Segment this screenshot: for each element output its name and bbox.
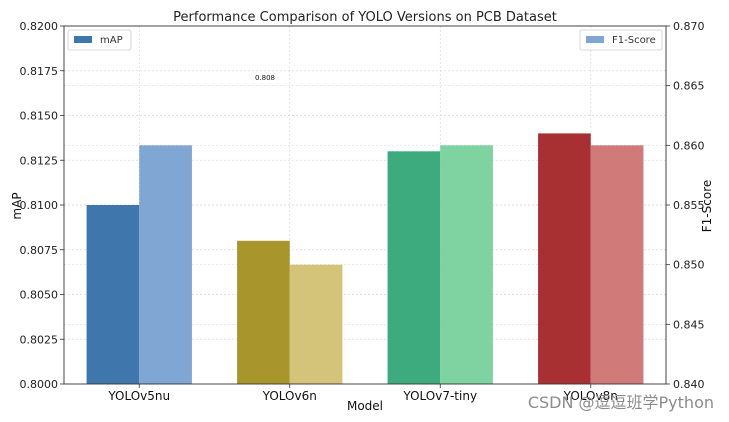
y2-tick-label: 0.855 bbox=[673, 199, 705, 212]
x-tick-label: YOLOv6n bbox=[262, 389, 317, 403]
axes: 0.8000 0.8025 0.8050 0.8075 0.8100 0.8125 0.81… bbox=[20, 20, 705, 403]
x-tick-label: YOLOv7-tiny bbox=[402, 389, 477, 403]
y-tick-label: 0.8050 bbox=[20, 289, 59, 302]
y-tick-label: 0.8150 bbox=[20, 110, 59, 123]
y-tick-label: 0.8200 bbox=[20, 20, 59, 33]
legend-right-label: F1-Score bbox=[612, 35, 656, 46]
legend-left-label: mAP bbox=[100, 35, 123, 46]
y-tick-label: 0.8100 bbox=[20, 199, 59, 212]
y-tick-label: 0.8175 bbox=[20, 65, 59, 78]
legend-left-swatch bbox=[74, 36, 92, 43]
legend-right-swatch bbox=[586, 36, 604, 43]
x-tick-label: YOLOv8n bbox=[563, 389, 618, 403]
bar-map-yolov5nu bbox=[86, 205, 140, 384]
y2-axis-label: F1-Score bbox=[700, 180, 714, 232]
chart-title: Performance Comparison of YOLO Versions … bbox=[173, 10, 557, 25]
value-annotation: 0.808 bbox=[255, 74, 275, 82]
y2-tick-label: 0.870 bbox=[673, 20, 705, 33]
bars bbox=[86, 133, 644, 384]
bar-map-yolov6n bbox=[237, 240, 290, 384]
plot-frame bbox=[63, 25, 667, 385]
y2-tick-label: 0.845 bbox=[673, 318, 705, 331]
x-tick-label: YOLOv5nu bbox=[107, 389, 170, 403]
y-tick-label: 0.8025 bbox=[20, 333, 59, 346]
y-tick-label: 0.8075 bbox=[20, 244, 59, 257]
watermark: CSDN @逗逗班学Python bbox=[528, 393, 714, 412]
y-tick-label: 0.8125 bbox=[20, 154, 59, 167]
bar-f1-yolov7-tiny bbox=[440, 145, 493, 384]
bar-f1-yolov8n bbox=[590, 145, 644, 384]
y-axis-label: mAP bbox=[10, 192, 24, 219]
y2-tick-label: 0.840 bbox=[673, 378, 705, 391]
x-axis-label: Model bbox=[347, 399, 383, 413]
y2-tick-label: 0.865 bbox=[673, 80, 705, 93]
y2-tick-label: 0.860 bbox=[673, 139, 705, 152]
legend-left: mAP bbox=[67, 29, 132, 51]
y-tick-label: 0.8000 bbox=[20, 378, 59, 391]
bar-f1-yolov5nu bbox=[139, 145, 192, 384]
bar-map-yolov8n bbox=[538, 133, 591, 384]
legend-right: F1-Score bbox=[579, 29, 663, 51]
y2-tick-label: 0.850 bbox=[673, 259, 705, 272]
bar-f1-yolov6n bbox=[289, 264, 343, 384]
bar-map-yolov7-tiny bbox=[387, 151, 441, 384]
